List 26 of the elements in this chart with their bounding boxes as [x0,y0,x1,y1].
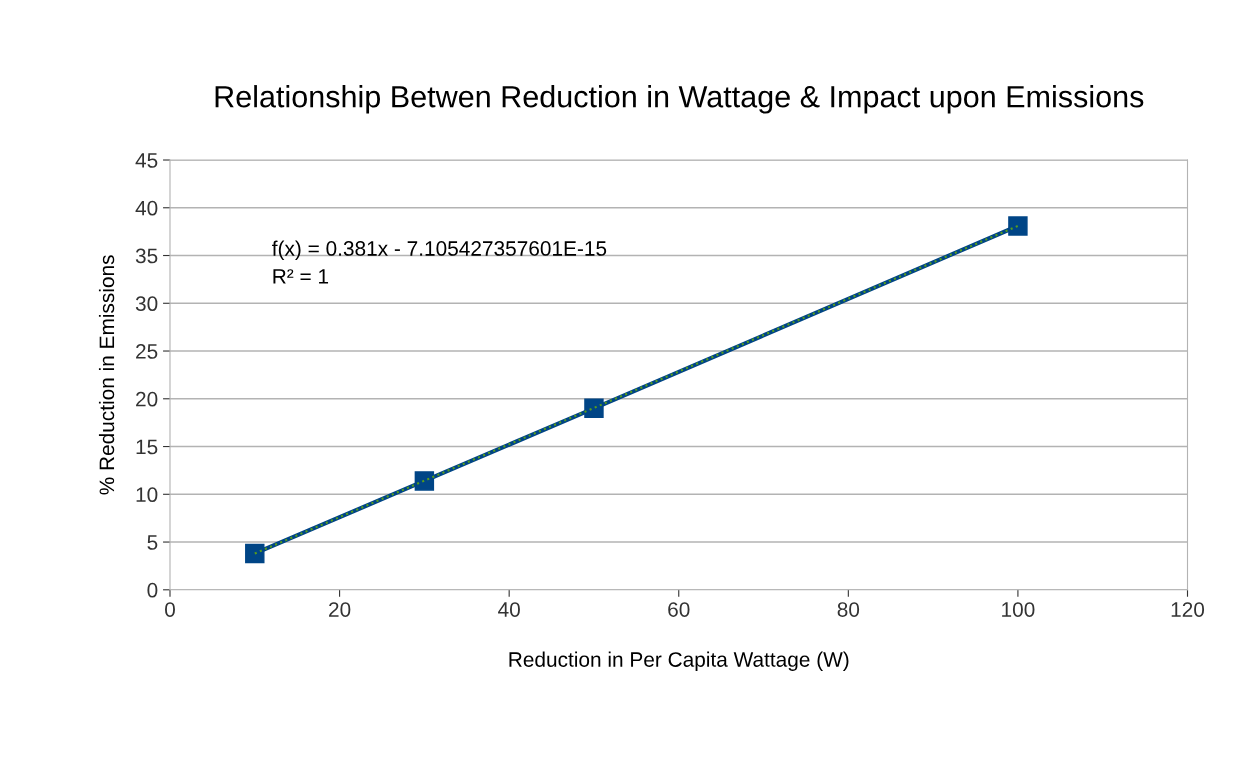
y-axis-title: % Reduction in Emissions [98,255,115,495]
y-tick-label: 15 [136,439,158,455]
x-axis-title: Reduction in Per Capita Wattage (W) [509,651,849,671]
x-tick-label: 100 [1002,602,1035,617]
y-tick-label: 40 [135,200,158,216]
point [1008,216,1028,236]
chart-title: Relationship Betwen Reduction in Wattage & Impact upon Emissions [215,85,1144,114]
annotation: f(x) = 0.381x - 7.105427357601E-15 [272,240,607,260]
x-tick-label: 120 [1171,602,1205,617]
point [245,543,265,564]
point [584,398,604,419]
point [414,471,435,491]
x-tick-label: 40 [498,602,520,617]
y-tick-label: 20 [136,391,158,407]
y-tick-label: 35 [135,248,158,264]
y-tick-label: 30 [135,296,158,312]
x-tick-label: 0 [165,602,175,617]
x-tick-label: 20 [329,602,351,617]
x-tick-label: 60 [668,602,690,617]
y-tick-label: 45 [135,153,158,168]
annotation: R² = 1 [273,269,329,284]
y-tick-label: 5 [147,535,158,550]
x-tick-label: 80 [837,602,860,617]
y-tick-label: 25 [136,344,158,359]
y-tick-label: 10 [136,487,158,503]
y-tick-label: 0 [147,582,158,598]
